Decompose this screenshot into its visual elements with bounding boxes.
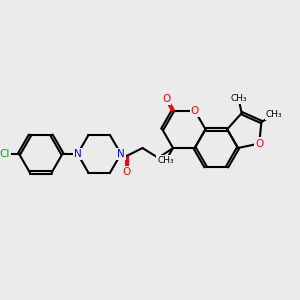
Text: CH₃: CH₃	[157, 156, 174, 165]
Text: Cl: Cl	[0, 149, 10, 159]
Text: CH₃: CH₃	[266, 110, 283, 119]
Text: O: O	[123, 167, 131, 177]
Text: N: N	[74, 149, 81, 159]
Text: CH₃: CH₃	[230, 94, 247, 103]
Text: O: O	[190, 106, 199, 116]
Text: O: O	[255, 139, 263, 148]
Text: O: O	[162, 94, 170, 103]
Text: N: N	[117, 149, 125, 159]
